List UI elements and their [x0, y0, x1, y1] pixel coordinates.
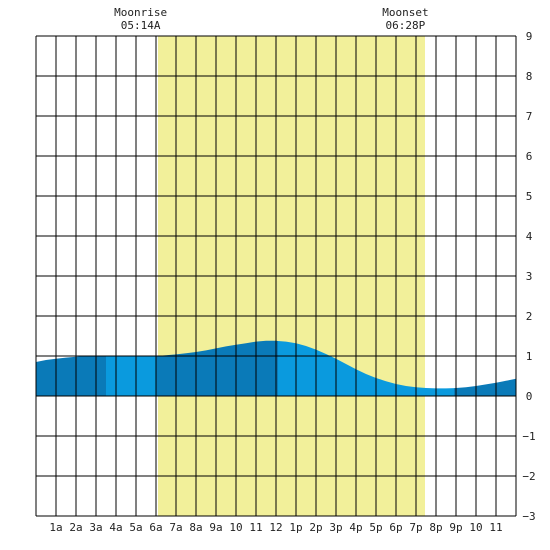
x-tick-label: 8p — [429, 521, 442, 534]
x-tick-label: 4p — [349, 521, 362, 534]
y-tick-label: 2 — [526, 310, 533, 323]
x-tick-label: 4a — [109, 521, 122, 534]
x-tick-label: 8a — [189, 521, 202, 534]
tide-band-3 — [156, 340, 278, 396]
x-tick-labels: 1a 2a 3a 4a 5a 6a 7a 8a 9a 10 11 12 1p 2p 3p 4p 5p 6p 7p 8p… — [49, 521, 502, 534]
x-tick-label: 9a — [209, 521, 222, 534]
y-tick-label: 7 — [526, 110, 533, 123]
x-tick-label: 1p — [289, 521, 302, 534]
x-tick-label: 10 — [469, 521, 482, 534]
y-tick-label: 1 — [526, 350, 533, 363]
tide-band-4 — [278, 341, 454, 396]
x-tick-label: 6p — [389, 521, 402, 534]
x-tick-label: 1a — [49, 521, 62, 534]
moonrise-label: Moonrise — [114, 6, 167, 19]
tide-band-5 — [454, 378, 516, 396]
x-tick-label: 5a — [129, 521, 142, 534]
y-tick-label: 9 — [526, 30, 533, 43]
x-tick-label: 5p — [369, 521, 382, 534]
y-tick-label: −2 — [522, 470, 535, 483]
x-tick-label: 7p — [409, 521, 422, 534]
moonrise-time: 05:14A — [121, 19, 161, 32]
x-tick-label: 3p — [329, 521, 342, 534]
y-tick-label: −1 — [522, 430, 535, 443]
x-tick-label: 6a — [149, 521, 162, 534]
x-tick-label: 2a — [69, 521, 82, 534]
tide-band-2 — [106, 356, 156, 396]
x-tick-label: 12 — [269, 521, 282, 534]
y-tick-label: 5 — [526, 190, 533, 203]
y-tick-label: 3 — [526, 270, 533, 283]
y-tick-label: 4 — [526, 230, 533, 243]
y-tick-labels: −3 −2 −1 0 1 2 3 4 5 6 7 8 9 — [522, 30, 535, 523]
x-tick-label: 10 — [229, 521, 242, 534]
y-tick-label: −3 — [522, 510, 535, 523]
y-tick-label: 0 — [526, 390, 533, 403]
moonset-label: Moonset — [382, 6, 428, 19]
x-tick-label: 3a — [89, 521, 102, 534]
tide-area-layer — [36, 340, 516, 396]
y-tick-label: 8 — [526, 70, 533, 83]
x-tick-label: 11 — [249, 521, 262, 534]
x-tick-label: 2p — [309, 521, 322, 534]
moon-annotations: Moonrise 05:14A Moonset 06:28P — [114, 6, 428, 32]
y-tick-label: 6 — [526, 150, 533, 163]
grid-layer — [35, 35, 517, 517]
x-tick-label: 9p — [449, 521, 462, 534]
moonset-time: 06:28P — [386, 19, 426, 32]
x-tick-label: 11 — [489, 521, 502, 534]
x-tick-label: 7a — [169, 521, 182, 534]
tide-band-1 — [36, 356, 106, 396]
